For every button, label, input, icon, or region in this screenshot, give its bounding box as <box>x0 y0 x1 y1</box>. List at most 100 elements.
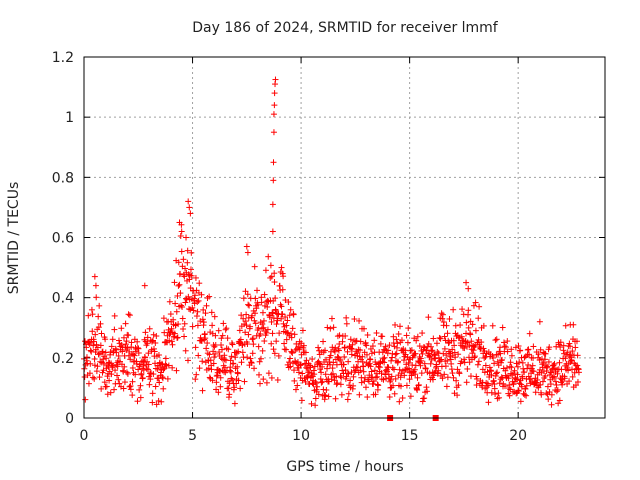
y-tick-label: 0.8 <box>52 170 74 186</box>
data-point <box>82 396 89 403</box>
data-point <box>152 383 159 390</box>
data-point <box>286 312 293 319</box>
data-point <box>357 338 364 345</box>
data-point <box>324 324 331 331</box>
data-point <box>198 337 205 344</box>
data-point <box>206 293 213 300</box>
data-point <box>287 306 294 313</box>
data-point <box>97 342 104 349</box>
data-point <box>374 381 381 388</box>
data-point <box>269 201 276 208</box>
data-point <box>102 336 109 343</box>
data-point <box>199 387 206 394</box>
data-point <box>390 333 397 340</box>
data-point <box>362 384 369 391</box>
data-point <box>92 331 99 338</box>
data-point <box>271 90 278 97</box>
data-point <box>363 351 370 358</box>
data-point <box>351 316 358 323</box>
data-point <box>93 368 100 375</box>
data-point <box>332 344 339 351</box>
data-point <box>150 331 157 338</box>
data-point <box>391 366 398 373</box>
data-point <box>522 385 529 392</box>
data-point <box>388 373 395 380</box>
data-point <box>87 339 94 346</box>
data-point <box>368 368 375 375</box>
y-tick-label: 1 <box>65 110 74 126</box>
data-point <box>116 380 123 387</box>
data-point <box>173 308 180 315</box>
data-point <box>220 368 227 375</box>
data-point <box>237 336 244 343</box>
data-point <box>237 385 244 392</box>
data-point <box>218 335 225 342</box>
data-point <box>367 363 374 370</box>
data-point <box>149 399 156 406</box>
data-point <box>517 398 524 405</box>
data-point <box>289 325 296 332</box>
data-point <box>226 391 233 398</box>
data-point <box>452 322 459 329</box>
data-point <box>196 365 203 372</box>
data-point <box>255 324 262 331</box>
data-point <box>288 334 295 341</box>
data-point <box>198 291 205 298</box>
data-point <box>118 325 125 332</box>
data-point <box>289 350 296 357</box>
data-point <box>338 374 345 381</box>
data-point <box>89 311 96 318</box>
data-point <box>539 378 546 385</box>
data-point <box>559 381 566 388</box>
data-point <box>554 370 561 377</box>
data-point <box>508 346 515 353</box>
data-point <box>96 374 103 381</box>
data-point <box>368 350 375 357</box>
data-point <box>100 360 107 367</box>
data-point <box>259 347 266 354</box>
data-point <box>97 320 104 327</box>
data-point <box>247 355 254 362</box>
data-point <box>134 344 141 351</box>
data-point <box>291 331 298 338</box>
data-point <box>294 358 301 365</box>
data-point <box>228 340 235 347</box>
data-point <box>526 351 533 358</box>
data-point <box>319 378 326 385</box>
data-point <box>427 360 434 367</box>
data-point <box>187 210 194 217</box>
data-points <box>81 76 582 421</box>
data-point <box>230 360 237 367</box>
data-point <box>269 330 276 337</box>
data-point <box>385 347 392 354</box>
data-point <box>353 337 360 344</box>
data-point <box>123 338 130 345</box>
data-point <box>108 371 115 378</box>
data-point <box>485 399 492 406</box>
data-point <box>190 307 197 314</box>
data-point <box>564 349 571 356</box>
data-point <box>530 368 537 375</box>
data-point <box>553 388 560 395</box>
data-point <box>323 356 330 363</box>
data-point <box>319 363 326 370</box>
data-point <box>443 352 450 359</box>
data-point <box>251 317 258 324</box>
data-point <box>90 338 97 345</box>
data-point <box>120 368 127 375</box>
data-point <box>229 341 236 348</box>
data-point <box>115 337 122 344</box>
data-point <box>227 368 234 375</box>
chart-title: Day 186 of 2024, SRMTID for receiver lmm… <box>192 20 499 36</box>
data-point <box>536 318 543 325</box>
data-point <box>274 317 281 324</box>
data-point <box>181 273 188 280</box>
data-point <box>138 370 145 377</box>
data-point <box>324 365 331 372</box>
data-point <box>269 309 276 316</box>
data-point <box>332 395 339 402</box>
data-point <box>192 344 199 351</box>
data-point <box>525 361 532 368</box>
data-point <box>95 351 102 358</box>
data-point <box>436 334 443 341</box>
